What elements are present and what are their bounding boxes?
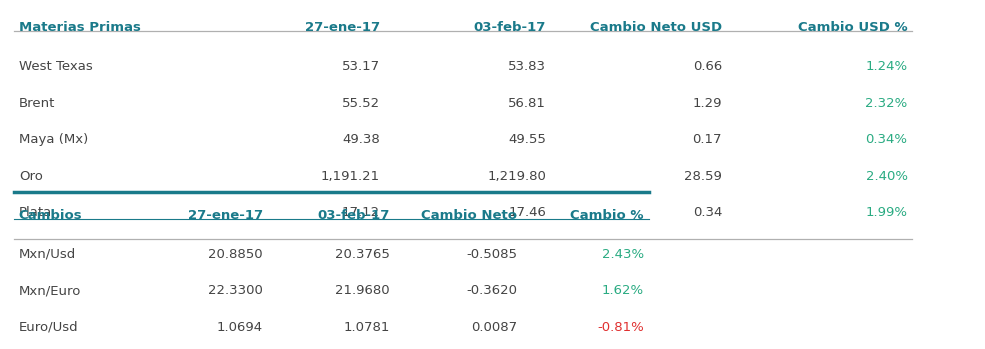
Text: Oro: Oro [19, 170, 42, 183]
Text: Cambio Neto USD: Cambio Neto USD [590, 21, 722, 34]
Text: Materias Primas: Materias Primas [19, 21, 141, 34]
Text: Euro/Usd: Euro/Usd [19, 321, 79, 334]
Text: 0.34: 0.34 [692, 206, 722, 219]
Text: 17.46: 17.46 [508, 206, 547, 219]
Text: 03-feb-17: 03-feb-17 [317, 209, 390, 222]
Text: 20.3765: 20.3765 [335, 248, 390, 261]
Text: 0.0087: 0.0087 [471, 321, 517, 334]
Text: 20.8850: 20.8850 [209, 248, 263, 261]
Text: Brent: Brent [19, 97, 55, 110]
Text: 1.29: 1.29 [692, 97, 722, 110]
Text: Cambio Neto: Cambio Neto [421, 209, 517, 222]
Text: Cambio USD %: Cambio USD % [798, 21, 907, 34]
Text: 56.81: 56.81 [508, 97, 547, 110]
Text: 53.17: 53.17 [342, 60, 380, 73]
Text: 1,219.80: 1,219.80 [488, 170, 547, 183]
Text: 53.83: 53.83 [508, 60, 547, 73]
Text: Plata: Plata [19, 206, 52, 219]
Text: 2.43%: 2.43% [602, 248, 644, 261]
Text: 1.62%: 1.62% [602, 284, 644, 297]
Text: 55.52: 55.52 [342, 97, 380, 110]
Text: 27-ene-17: 27-ene-17 [188, 209, 263, 222]
Text: Mxn/Euro: Mxn/Euro [19, 284, 81, 297]
Text: 28.59: 28.59 [685, 170, 722, 183]
Text: 0.66: 0.66 [692, 60, 722, 73]
Text: 49.55: 49.55 [508, 133, 547, 146]
Text: 1,191.21: 1,191.21 [321, 170, 380, 183]
Text: 2.40%: 2.40% [866, 170, 907, 183]
Text: -0.3620: -0.3620 [466, 284, 517, 297]
Text: 0.34%: 0.34% [866, 133, 907, 146]
Text: 1.0781: 1.0781 [344, 321, 390, 334]
Text: 1.0694: 1.0694 [217, 321, 263, 334]
Text: 17.12: 17.12 [342, 206, 380, 219]
Text: -0.81%: -0.81% [597, 321, 644, 334]
Text: Mxn/Usd: Mxn/Usd [19, 248, 76, 261]
Text: 27-ene-17: 27-ene-17 [305, 21, 380, 34]
Text: 2.32%: 2.32% [866, 97, 907, 110]
Text: Cambio %: Cambio % [570, 209, 644, 222]
Text: 1.24%: 1.24% [866, 60, 907, 73]
Text: 21.9680: 21.9680 [335, 284, 390, 297]
Text: 1.99%: 1.99% [866, 206, 907, 219]
Text: Maya (Mx): Maya (Mx) [19, 133, 88, 146]
Text: -0.5085: -0.5085 [466, 248, 517, 261]
Text: 22.3300: 22.3300 [208, 284, 263, 297]
Text: West Texas: West Texas [19, 60, 93, 73]
Text: 03-feb-17: 03-feb-17 [474, 21, 547, 34]
Text: 0.17: 0.17 [692, 133, 722, 146]
Text: Cambios: Cambios [19, 209, 83, 222]
Text: 49.38: 49.38 [343, 133, 380, 146]
